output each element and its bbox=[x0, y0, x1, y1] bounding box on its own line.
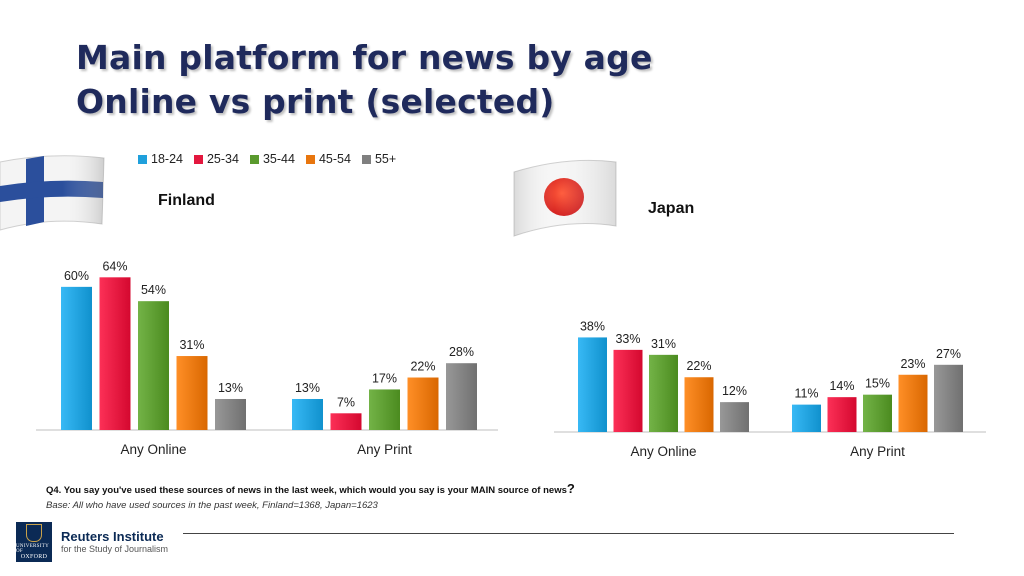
data-label: 54% bbox=[141, 283, 166, 297]
legend-label: 55+ bbox=[374, 152, 397, 166]
logo-name: Reuters Institute bbox=[61, 529, 164, 544]
legend-swatch bbox=[138, 154, 147, 164]
data-label: 22% bbox=[410, 360, 435, 374]
title-line-1: Main platform for news by age bbox=[76, 38, 653, 77]
bar bbox=[215, 398, 246, 430]
bar bbox=[330, 413, 362, 430]
bar bbox=[613, 349, 643, 432]
data-label: 17% bbox=[372, 371, 397, 385]
footer-divider bbox=[183, 533, 954, 534]
data-label: 64% bbox=[102, 259, 127, 273]
bar bbox=[369, 389, 400, 430]
finland-chart-title: Finland bbox=[158, 192, 215, 209]
data-label: 14% bbox=[829, 379, 854, 393]
legend-swatch bbox=[361, 154, 371, 164]
data-label: 38% bbox=[580, 319, 605, 333]
bar bbox=[407, 377, 439, 430]
bar bbox=[934, 364, 963, 432]
data-label: 31% bbox=[179, 338, 204, 352]
data-label: 27% bbox=[936, 347, 961, 361]
data-label: 12% bbox=[722, 384, 747, 398]
legend-item-25-34: 25-34 bbox=[193, 152, 239, 166]
data-label: 13% bbox=[295, 381, 320, 395]
category-label: Any Online bbox=[630, 444, 696, 459]
bar bbox=[684, 377, 714, 432]
crest-line-2: OXFORD bbox=[20, 554, 48, 560]
bar bbox=[578, 337, 607, 432]
data-label: 22% bbox=[686, 359, 711, 373]
data-label: 31% bbox=[651, 337, 676, 351]
data-label: 28% bbox=[449, 345, 474, 359]
reuters-institute-logo: UNIVERSITY OF OXFORD Reuters Institute f… bbox=[16, 522, 168, 562]
data-label: 23% bbox=[900, 357, 925, 371]
legend-item-18-24: 18-24 bbox=[138, 152, 183, 166]
legend-label: 18-24 bbox=[151, 152, 183, 166]
bar bbox=[138, 301, 169, 430]
bar bbox=[792, 404, 821, 432]
legend-swatch bbox=[193, 154, 203, 164]
bar bbox=[827, 397, 857, 432]
category-label: Any Print bbox=[850, 444, 905, 459]
legend-label: 25-34 bbox=[206, 152, 239, 166]
legend-item-45-54: 45-54 bbox=[305, 152, 351, 166]
data-label: 33% bbox=[615, 332, 640, 346]
crest-line-1: UNIVERSITY OF bbox=[16, 544, 49, 554]
data-label: 15% bbox=[865, 377, 890, 391]
bar bbox=[292, 398, 323, 430]
legend-item-55-plus: 55+ bbox=[361, 152, 397, 166]
question-mark: ? bbox=[566, 481, 575, 496]
bar bbox=[649, 354, 678, 432]
slide-title: Main platform for news by age Online vs … bbox=[76, 36, 653, 124]
data-label: 13% bbox=[218, 381, 243, 395]
bar bbox=[61, 286, 92, 430]
japan-bar-chart: 38% 33% 31% 22% 12% Any Online 11% 14% 15% 23% 27%… bbox=[554, 319, 986, 459]
category-label: Any Print bbox=[357, 442, 412, 457]
legend-swatch bbox=[249, 154, 259, 164]
legend-item-35-44: 35-44 bbox=[249, 152, 295, 166]
japan-flag-icon bbox=[513, 159, 617, 237]
oxford-crest-icon: UNIVERSITY OF OXFORD bbox=[16, 522, 52, 562]
legend-label: 45-54 bbox=[318, 152, 351, 166]
bar bbox=[898, 374, 928, 432]
survey-question: Q4. You say you've used these sources of… bbox=[46, 481, 575, 496]
finland-bar-chart: 60% 64% 54% 31% 13% Any Online 13% 7% 17% 22% 28% A… bbox=[36, 259, 498, 457]
bar bbox=[99, 277, 131, 430]
logo-subtitle: for the Study of Journalism bbox=[61, 544, 169, 554]
finland-flag-icon bbox=[0, 155, 105, 231]
chart-legend: 18-24 25-34 35-44 45-54 55+ bbox=[138, 152, 396, 166]
data-label: 11% bbox=[794, 387, 818, 401]
shield-icon bbox=[26, 524, 42, 542]
bar bbox=[720, 402, 749, 432]
legend-swatch bbox=[305, 154, 315, 164]
data-label: 7% bbox=[337, 395, 355, 409]
bar bbox=[446, 363, 477, 430]
title-line-2: Online vs print (selected) bbox=[76, 82, 555, 121]
category-label: Any Online bbox=[120, 442, 186, 457]
data-label: 60% bbox=[64, 269, 89, 283]
bar bbox=[863, 394, 892, 432]
bar bbox=[176, 356, 208, 430]
japan-chart-title: Japan bbox=[648, 200, 695, 217]
legend-label: 35-44 bbox=[262, 152, 295, 166]
question-text: Q4. You say you've used these sources of… bbox=[46, 485, 567, 496]
base-note: Base: All who have used sources in the p… bbox=[46, 500, 378, 511]
